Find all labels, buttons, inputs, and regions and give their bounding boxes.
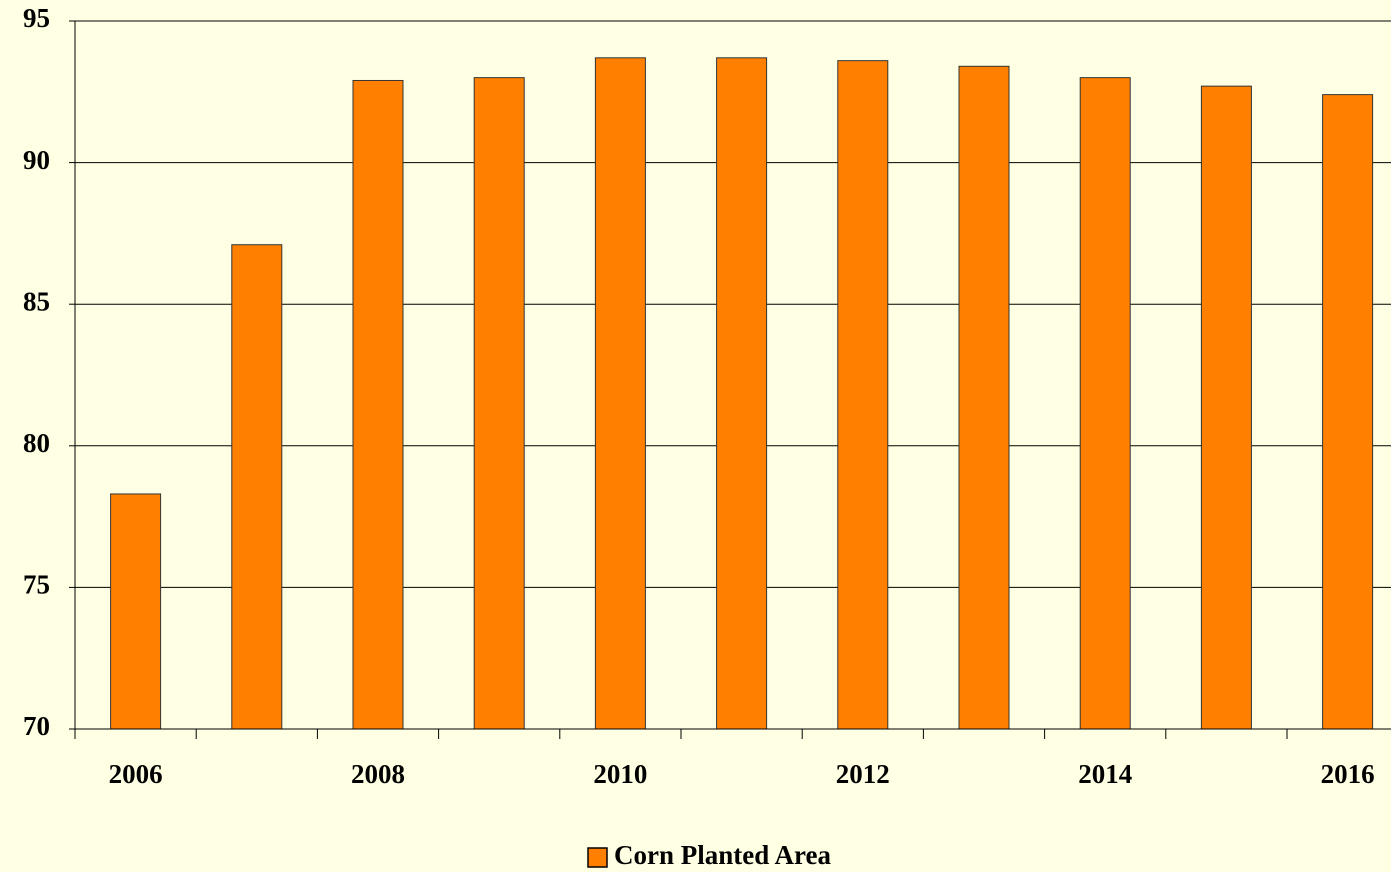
x-tick-label: 2012 — [836, 759, 890, 789]
bar — [1079, 77, 1131, 730]
x-tick-label: 2014 — [1078, 759, 1132, 789]
x-tick-label: 2016 — [1321, 759, 1375, 789]
bar — [1200, 85, 1252, 730]
bar — [231, 244, 283, 730]
x-tick-label: 2008 — [351, 759, 405, 789]
y-tick-label: 80 — [23, 428, 50, 458]
y-tick-label: 90 — [23, 145, 50, 175]
y-tick-label: 85 — [23, 286, 50, 316]
x-tick-label: 2010 — [593, 759, 647, 789]
legend-label: Corn Planted Area — [614, 840, 831, 870]
x-tick-label: 2006 — [109, 759, 163, 789]
y-tick-label: 95 — [23, 3, 50, 33]
legend-swatch — [587, 847, 608, 868]
bar — [352, 79, 404, 730]
y-tick-label: 75 — [23, 570, 50, 600]
bar — [837, 60, 889, 730]
y-tick-label: 70 — [23, 711, 50, 741]
bar — [1322, 94, 1374, 730]
bar — [110, 493, 162, 730]
bar — [716, 57, 768, 730]
bar — [473, 77, 525, 730]
bar — [594, 57, 646, 730]
bar — [958, 65, 1010, 730]
